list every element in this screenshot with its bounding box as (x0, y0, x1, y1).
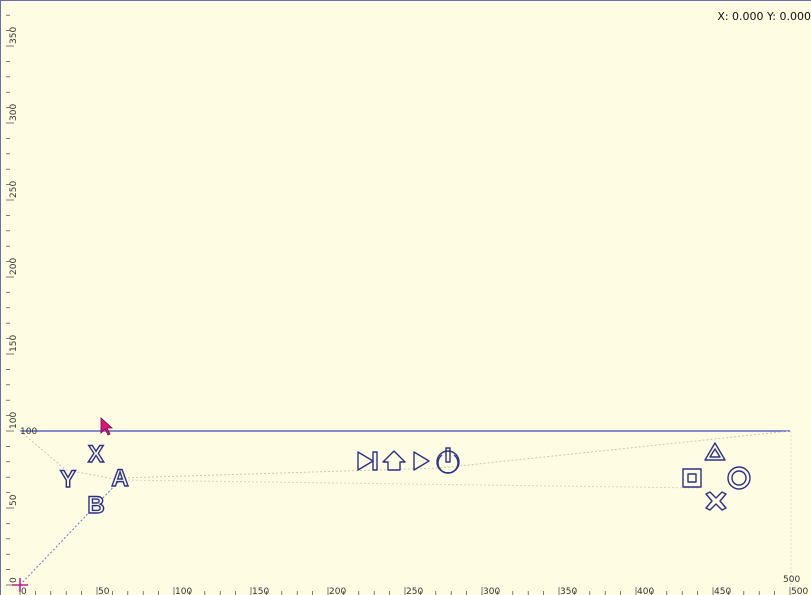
coordinate-readout: X: 0.000 Y: 0.000 (717, 10, 811, 23)
x-ruler-label: 250 (406, 587, 423, 595)
y-letter-shape[interactable]: Y (59, 465, 76, 493)
circle-icon[interactable] (727, 466, 751, 490)
y-ruler-label: 100 (9, 412, 19, 429)
power-icon[interactable] (436, 447, 460, 474)
x-ruler-label: 100 (175, 587, 192, 595)
b-letter-shape[interactable]: B (87, 491, 106, 519)
x-ruler-label: 450 (714, 587, 731, 595)
travel-path-1 (19, 430, 121, 481)
x-ruler-label: 350 (560, 587, 577, 595)
skip-next-icon[interactable] (357, 451, 378, 471)
cross-icon[interactable] (705, 491, 727, 511)
x-ruler-label: 400 (637, 587, 654, 595)
y-ruler-label: 50 (9, 494, 19, 506)
a-letter-shape[interactable]: A (111, 464, 130, 492)
guide-value-label: 100 (20, 427, 37, 437)
vertical-ruler: 0 50 100 150 200 250 300 350 (6, 14, 19, 586)
y-ruler-label: 350 (9, 27, 19, 44)
horizontal-ruler: 0 50 100 150 200 250 300 350 400 450 500 (19, 587, 808, 595)
x-ruler-label: 200 (329, 587, 346, 595)
y-ruler-label: 300 (9, 104, 19, 121)
x-ruler-label: 50 (98, 587, 110, 595)
y-ruler-label: 150 (9, 335, 19, 352)
y-ruler-label: 0 (9, 577, 19, 583)
x-letter-shape[interactable]: X (87, 440, 104, 468)
triangle-icon[interactable] (704, 442, 726, 461)
home-arrow-icon[interactable] (382, 450, 406, 471)
mouse-cursor-icon (100, 417, 114, 436)
play-icon[interactable] (413, 451, 430, 471)
corner-label: 500 (783, 575, 800, 585)
x-ruler-label: 300 (483, 587, 500, 595)
x-ruler-label: 500 (791, 587, 808, 595)
y-ruler-label: 200 (9, 258, 19, 275)
x-ruler-label: 150 (252, 587, 269, 595)
travel-path-3 (119, 479, 701, 489)
square-icon[interactable] (682, 468, 702, 488)
x-ruler-label: 0 (21, 587, 27, 595)
diagonal-path-line (19, 479, 121, 586)
y-ruler-label: 250 (9, 181, 19, 198)
